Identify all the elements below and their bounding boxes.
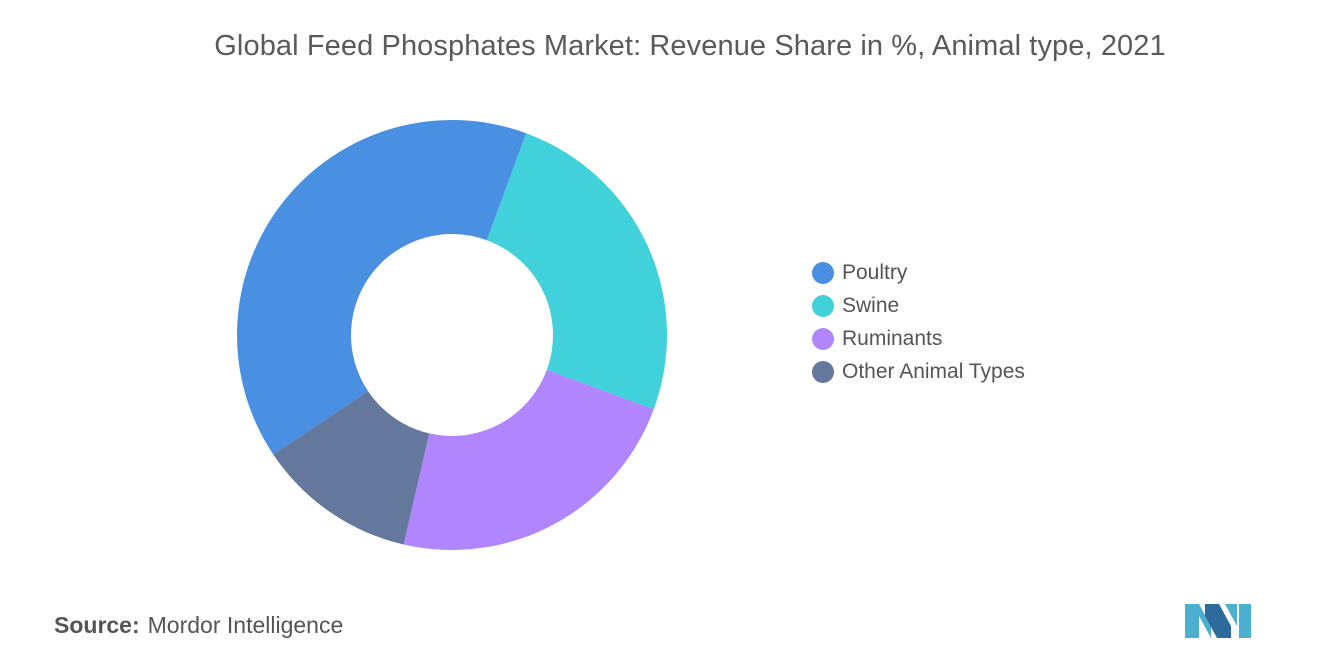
donut-slice-poultry bbox=[236, 119, 527, 455]
legend-label-other-animal-types: Other Animal Types bbox=[842, 359, 1025, 383]
chart-legend: Poultry Swine Ruminants Other Animal Typ… bbox=[812, 256, 1025, 388]
legend-item-ruminants: Ruminants bbox=[812, 322, 1025, 355]
source-value: Mordor Intelligence bbox=[147, 612, 344, 638]
legend-item-other-animal-types: Other Animal Types bbox=[812, 355, 1025, 388]
legend-item-swine: Swine bbox=[812, 289, 1025, 322]
donut-slices bbox=[236, 119, 667, 550]
legend-item-poultry: Poultry bbox=[812, 256, 1025, 289]
chart-title: Global Feed Phosphates Market: Revenue S… bbox=[214, 30, 1166, 62]
donut-slice-other-animal-types bbox=[273, 391, 430, 545]
mordor-intelligence-logo-icon bbox=[1185, 604, 1251, 638]
logo-shape-mid bbox=[1205, 604, 1231, 638]
donut-slice-swine bbox=[486, 133, 667, 410]
logo-shape-right bbox=[1225, 604, 1251, 638]
legend-swatch-other-animal-types bbox=[812, 360, 834, 383]
legend-swatch-poultry bbox=[812, 261, 834, 284]
logo-shape-left bbox=[1185, 604, 1211, 638]
source-line: Source: Mordor Intelligence bbox=[54, 612, 343, 639]
legend-swatch-swine bbox=[812, 294, 834, 317]
legend-swatch-ruminants bbox=[812, 327, 834, 350]
source-label: Source: bbox=[54, 612, 140, 638]
legend-label-swine: Swine bbox=[842, 293, 900, 317]
legend-label-poultry: Poultry bbox=[842, 260, 908, 284]
donut-slice-ruminants bbox=[403, 369, 654, 550]
legend-label-ruminants: Ruminants bbox=[842, 326, 943, 350]
